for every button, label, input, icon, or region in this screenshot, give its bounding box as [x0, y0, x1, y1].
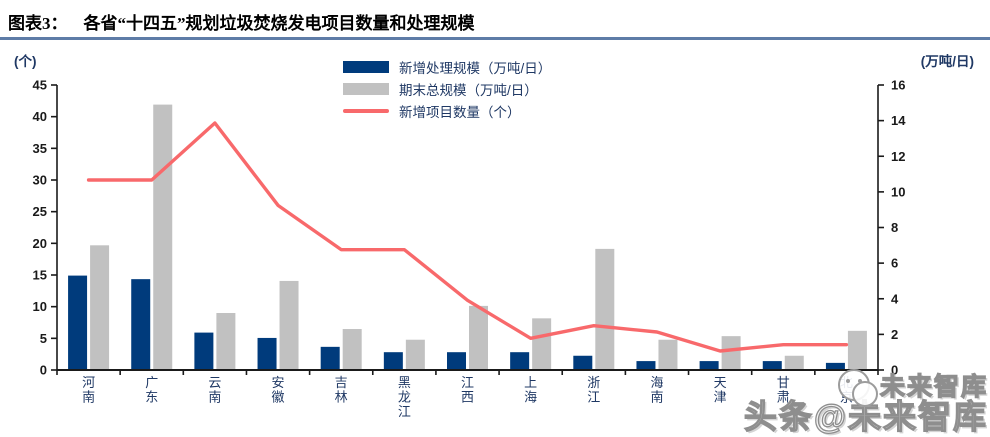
category-label-1: 广东	[145, 375, 158, 405]
title-underline-rule	[0, 37, 990, 40]
bar-total-3	[279, 280, 299, 370]
left-axis-unit-label: (个)	[14, 54, 37, 69]
legend-swatch-bar-total	[343, 83, 389, 95]
right-axis-tick-label: 12	[891, 149, 905, 164]
category-label-8: 浙江	[587, 375, 600, 405]
category-label-11: 甘肃	[777, 375, 790, 405]
category-label-0: 河南	[82, 375, 95, 405]
bar-total-7	[532, 318, 552, 370]
right-axis-tick-label: 4	[891, 291, 899, 306]
bar-new-4	[320, 346, 340, 370]
watermark-badge-icon	[851, 381, 878, 407]
bar-new-7	[510, 352, 530, 370]
bar-new-2	[194, 332, 214, 370]
bar-total-4	[342, 329, 362, 370]
bar-new-1	[131, 279, 151, 370]
legend-label: 新增项目数量（个）	[399, 105, 521, 120]
bar-total-0	[90, 245, 110, 370]
bar-new-12	[825, 362, 845, 370]
legend-label: 新增处理规模（万吨/日）	[399, 61, 552, 76]
chart-header: 图表3： 各省“十四五”规划垃圾焚烧发电项目数量和处理规模	[0, 0, 990, 37]
right-axis-tick-label: 2	[891, 327, 898, 342]
category-label-6: 江西	[461, 375, 474, 405]
legend-item-new-projects: 新增项目数量（个）	[343, 100, 551, 122]
category-label-2: 云南	[208, 375, 221, 405]
category-label-4: 吉林	[335, 375, 348, 405]
bar-total-2	[216, 313, 236, 370]
legend-swatch-line	[343, 109, 389, 113]
bar-total-6	[469, 305, 488, 370]
category-label-10: 天津	[714, 375, 727, 405]
bar-new-3	[257, 337, 277, 370]
bar-new-9	[636, 361, 656, 370]
left-axis-tick-label: 20	[33, 236, 47, 251]
left-axis-tick-label: 45	[33, 78, 47, 93]
right-axis-tick-label: 0	[891, 363, 898, 378]
plot-svg: 0 5 10 15 20 25 30 35 40 45 0 2 4 6 8 10 12 14 16 河南 广东 云南 安徽 吉…	[33, 78, 907, 420]
left-axis-tick-label: 35	[33, 141, 47, 156]
bar-total-9	[658, 339, 678, 370]
left-axis-tick-label: 5	[40, 331, 47, 346]
category-label-5: 黑龙江	[398, 375, 411, 419]
bar-total-5	[405, 339, 425, 370]
bar-total-1	[153, 104, 173, 370]
left-axis-tick-label: 0	[40, 363, 47, 378]
right-axis-tick-label: 10	[891, 184, 905, 199]
bar-new-0	[68, 275, 88, 370]
left-axis-tick-label: 25	[33, 204, 47, 219]
left-axis-tick-label: 40	[33, 109, 47, 124]
right-axis-tick-label: 14	[891, 113, 906, 128]
line-new-projects	[86, 121, 849, 353]
left-axis-tick-label: 10	[33, 299, 47, 314]
bar-new-5	[383, 352, 403, 370]
legend-label: 期末总规模（万吨/日）	[399, 83, 538, 98]
page-title: 各省“十四五”规划垃圾焚烧发电项目数量和处理规模	[83, 14, 475, 33]
legend-item-new-capacity: 新增处理规模（万吨/日）	[343, 56, 551, 78]
category-label-7: 上海	[524, 375, 537, 405]
bar-total-8	[595, 248, 615, 370]
legend-swatch-bar-new	[343, 61, 389, 73]
bar-new-11	[762, 361, 782, 370]
watermark: 未来智库 头条@未来智库	[743, 363, 988, 437]
bar-new-10	[699, 361, 719, 370]
right-axis-tick-label: 16	[891, 78, 905, 93]
bar-total-11	[784, 355, 804, 370]
bar-total-12	[847, 330, 867, 370]
category-label-3: 安徽	[272, 375, 285, 405]
bar-total-10	[721, 336, 741, 370]
left-axis-tick-label: 15	[33, 268, 47, 283]
bar-new-8	[573, 355, 593, 370]
watermark-brand-text: 未来智库	[879, 372, 988, 401]
legend-item-total-capacity: 期末总规模（万吨/日）	[343, 78, 551, 100]
bar-new-6	[447, 352, 466, 370]
right-axis-unit-label: (万吨/日)	[920, 54, 974, 69]
right-axis-tick-label: 6	[891, 256, 898, 271]
chart-legend: 新增处理规模（万吨/日） 期末总规模（万吨/日） 新增项目数量（个）	[343, 56, 551, 122]
chart-area: (个) (万吨/日) 0 5 10 15 20 25 30 35 40 45 0 2 4 6 8 10 12 14…	[0, 41, 990, 437]
right-axis-tick-label: 8	[891, 220, 898, 235]
category-label-9: 海南	[650, 375, 663, 405]
chart-number-label: 图表3：	[8, 14, 68, 33]
left-axis-tick-label: 30	[33, 173, 47, 188]
